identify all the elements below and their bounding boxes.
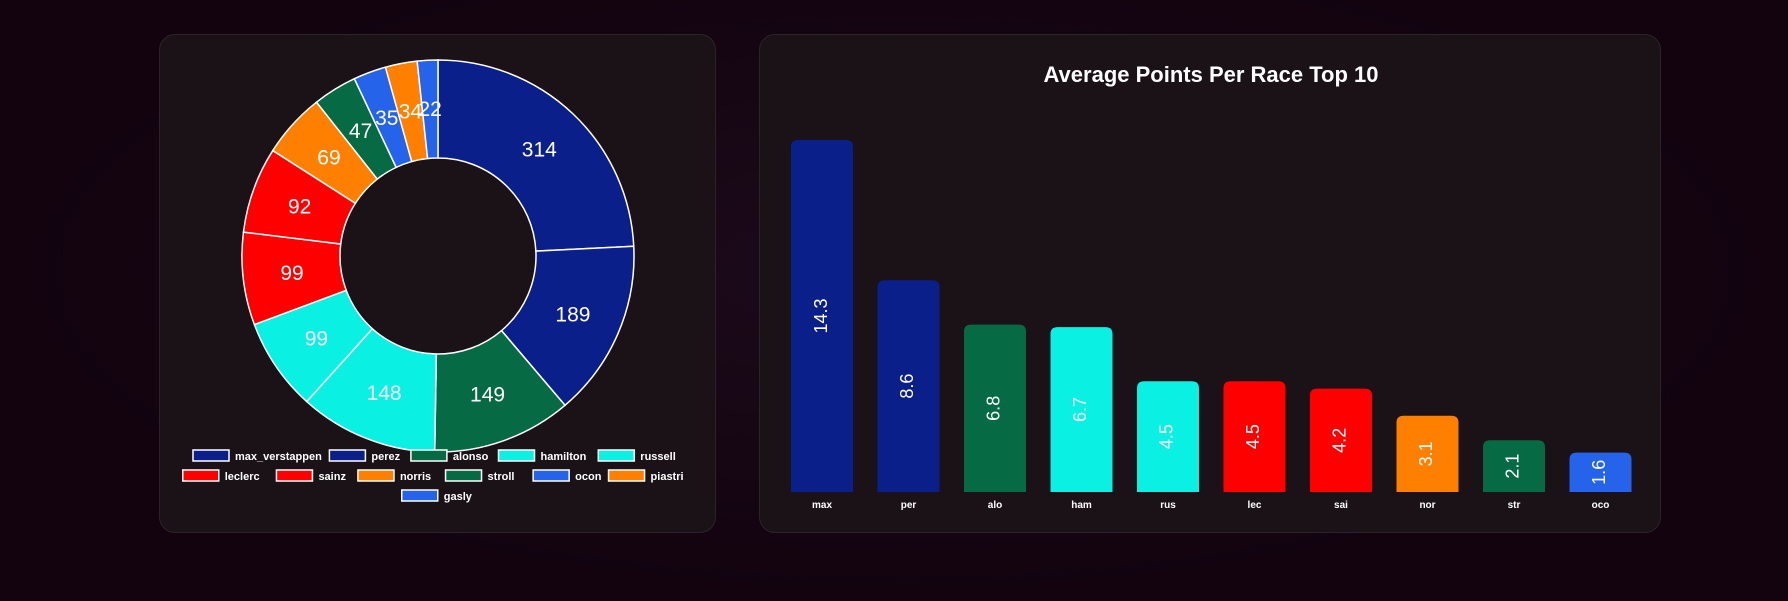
legend-label-hamilton[interactable]: hamilton (541, 451, 587, 463)
slice-value-label: 99 (305, 328, 328, 351)
legend-label-piastri[interactable]: piastri (651, 471, 684, 483)
x-tick-label: rus (1160, 500, 1176, 511)
x-tick-label: sai (1334, 500, 1348, 511)
legend-swatch-sainz (275, 469, 314, 482)
legend-label-stroll[interactable]: stroll (488, 471, 515, 483)
slice-value-label: 189 (555, 303, 590, 326)
legend-swatch-leclerc (182, 469, 220, 482)
x-tick-label: oco (1592, 500, 1610, 511)
legend-label-leclerc[interactable]: leclerc (225, 471, 260, 483)
slice-value-label: 35 (375, 107, 398, 130)
x-tick-label: lec (1248, 500, 1262, 511)
legend-label-ocon[interactable]: ocon (575, 471, 602, 483)
legend-label-max_verstappen[interactable]: max_verstappen (235, 451, 322, 463)
legend-swatch-stroll (444, 469, 483, 482)
legend-swatch-perez (328, 449, 367, 462)
donut-slice-max_verstappen (437, 59, 635, 252)
bar-per (877, 280, 940, 492)
slice-value-label: 69 (317, 146, 340, 169)
x-tick-label: str (1508, 500, 1521, 511)
x-tick-label: nor (1419, 500, 1435, 511)
legend-label-alonso[interactable]: alonso (453, 451, 489, 463)
chart-title: Average Points Per Race Top 10 (1043, 62, 1378, 87)
bar-value-label: 2.1 (1503, 454, 1523, 479)
bar-value-label: 4.2 (1330, 428, 1350, 453)
legend-swatch-alonso (410, 449, 448, 462)
legend-swatch-gasly (401, 489, 439, 502)
bar-chart: Average Points Per Race Top 10 14.3 max 8.… (791, 62, 1632, 511)
slice-value-label: 148 (367, 382, 402, 405)
x-tick-label: per (901, 500, 917, 511)
bar-value-label: 3.1 (1416, 441, 1436, 466)
slice-value-label: 47 (349, 120, 372, 143)
slice-value-label: 99 (280, 262, 303, 285)
bar-value-label: 1.6 (1589, 460, 1609, 485)
slice-value-label: 92 (288, 195, 311, 218)
slice-value-label: 22 (418, 98, 441, 121)
legend-swatch-piastri (607, 469, 646, 482)
bar-value-label: 8.6 (897, 374, 917, 399)
slice-value-label: 149 (470, 383, 505, 406)
bar-value-label: 4.5 (1157, 424, 1177, 449)
bar-str (1483, 440, 1545, 492)
bar-value-label: 6.8 (984, 396, 1004, 421)
bar-value-label: 4.5 (1243, 424, 1263, 449)
legend-swatch-max_verstappen (192, 449, 230, 462)
bar-oco (1569, 452, 1632, 492)
bar-rus (1137, 381, 1199, 492)
legend-label-perez[interactable]: perez (371, 451, 400, 463)
legend-label-norris[interactable]: norris (400, 471, 431, 483)
legend-swatch-russell (597, 449, 636, 462)
bar-alo (964, 324, 1026, 492)
legend-label-russell[interactable]: russell (640, 451, 675, 463)
x-tick-label: max (812, 500, 832, 511)
bar-lec (1223, 381, 1286, 492)
legend-label-gasly[interactable]: gasly (444, 491, 473, 503)
legend-label-sainz[interactable]: sainz (318, 471, 346, 483)
bar-ham (1050, 327, 1113, 492)
x-tick-label: ham (1071, 500, 1092, 511)
bar-nor (1396, 415, 1459, 492)
slice-value-label: 314 (522, 139, 557, 162)
bar-value-label: 6.7 (1070, 397, 1090, 422)
bar-max (791, 140, 853, 492)
bar-value-label: 14.3 (811, 298, 831, 333)
legend-swatch-ocon (532, 469, 570, 482)
legend-swatch-hamilton (497, 449, 536, 462)
x-tick-label: alo (988, 500, 1002, 511)
slice-value-label: 34 (399, 101, 423, 124)
legend-swatch-norris (357, 469, 395, 482)
bar-chart-panel: Average Points Per Race Top 10 14.3 max 8.… (759, 34, 1661, 533)
bar-sai (1310, 388, 1372, 492)
donut-slice-perez (500, 245, 635, 407)
donut-slice-gasly (416, 59, 439, 160)
donut-chart-panel: 314 189 149 148 99 99 92 69 47 35 34 22 max_verstapp… (159, 34, 716, 533)
